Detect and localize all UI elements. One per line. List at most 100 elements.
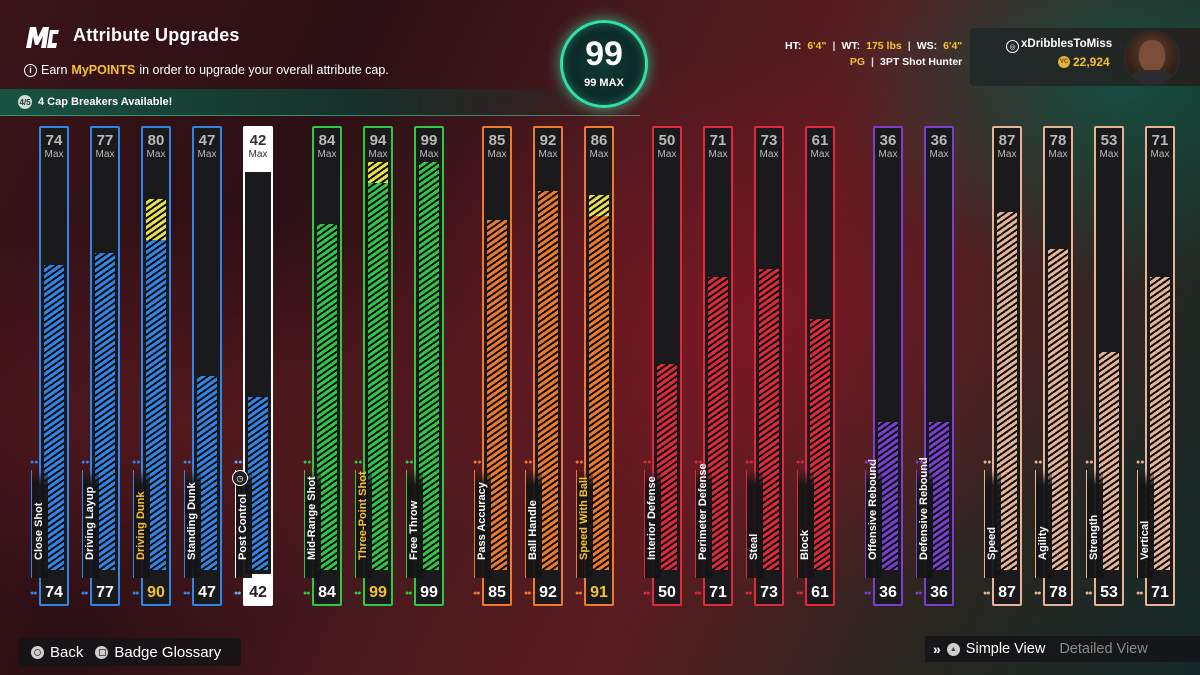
badge-glossary-button[interactable]: Badge Glossary	[95, 644, 221, 661]
attribute-name: Close Shot	[33, 502, 45, 560]
info-subtitle: i Earn MyPOINTS in order to upgrade your…	[24, 63, 389, 77]
attribute-name: Strength	[1088, 514, 1100, 560]
attribute-max-label: Max	[929, 149, 949, 160]
attribute-fill	[878, 421, 898, 570]
attribute-current-value: 36	[879, 584, 897, 601]
indicator-dots-icon: ●●	[354, 459, 363, 466]
triangle-button-icon: ▲	[946, 642, 960, 656]
attribute-bar-agility[interactable]: 78 Max Agility 78 ●● ●●	[1034, 126, 1073, 606]
attribute-fill	[487, 219, 507, 570]
attribute-bar-interior-defense[interactable]: 50 Max Interior Defense 50 ●● ●●	[643, 126, 682, 606]
attribute-tube	[1043, 126, 1073, 606]
attribute-bar-free-throw[interactable]: 99 Max Free Throw 99 ●● ●●	[405, 126, 444, 606]
attribute-current-value: 85	[488, 584, 506, 601]
attribute-name: Block	[799, 530, 811, 560]
indicator-dots-icon: ●●	[405, 590, 413, 597]
attribute-bar-driving-dunk[interactable]: 80 Max Driving Dunk 90 ●● ●●	[132, 126, 171, 606]
attribute-bar-vertical[interactable]: 71 Max Vertical 71 ●● ●●	[1136, 126, 1175, 606]
attribute-current-value: 73	[760, 584, 778, 601]
indicator-dots-icon: ●●	[405, 459, 414, 466]
attribute-bar-defensive-rebound[interactable]: 36 Max Defensive Rebound 36 ●● ●●	[915, 126, 954, 606]
weight-label: WT:	[841, 40, 861, 52]
attribute-current-value: 90	[147, 584, 165, 601]
attribute-bar-standing-dunk[interactable]: 47 Max Standing Dunk 47 ●● ●●	[183, 126, 222, 606]
attribute-bar-speed[interactable]: 87 Max Speed 87 ●● ●●	[983, 126, 1022, 606]
attribute-fill	[708, 277, 728, 570]
attribute-max-value: 36	[879, 132, 897, 149]
attribute-current-value: 47	[198, 584, 216, 601]
attribute-fill	[419, 162, 439, 570]
attribute-fill	[197, 376, 217, 570]
attribute-bar-post-control[interactable]: 42 Max Post Control 42 ●● ●● ◷	[232, 126, 273, 606]
circle-button-icon	[31, 645, 44, 659]
attribute-bar-perimeter-defense[interactable]: 71 Max Perimeter Defense 71 ●● ●●	[694, 126, 733, 606]
indicator-dots-icon: ●●	[643, 459, 652, 466]
attribute-name: Driving Dunk	[135, 491, 147, 560]
attribute-label-box	[916, 470, 933, 578]
attribute-fill	[95, 252, 115, 570]
attribute-label-box	[797, 470, 814, 578]
attribute-current-value: 77	[96, 584, 114, 601]
attribute-bar-steal[interactable]: 73 Max Steal 73 ●● ●●	[745, 126, 784, 606]
attribute-fill	[538, 190, 558, 570]
badge-glossary-label: Badge Glossary	[114, 643, 222, 661]
attribute-label-box	[865, 470, 882, 578]
attribute-bar-three-point-shot[interactable]: 94 Max Three-Point Shot 99 ●● ●●	[354, 126, 393, 606]
attribute-label-box	[576, 470, 593, 578]
attribute-current-value: 99	[369, 584, 387, 601]
attribute-max-value: 86	[590, 132, 608, 149]
wingspan-value: 6'4"	[943, 40, 963, 52]
attribute-bar-pass-accuracy[interactable]: 85 Max Pass Accuracy 85 ●● ●●	[473, 126, 512, 606]
attribute-max-value: 42	[249, 132, 267, 149]
indicator-dots-icon: ●●	[303, 459, 312, 466]
attribute-max-value: 94	[369, 132, 387, 149]
indicator-dots-icon: ●●	[796, 459, 805, 466]
indicator-dots-icon: ●●	[864, 590, 872, 597]
attribute-max-label: Max	[419, 149, 439, 160]
indicator-dots-icon: ●●	[694, 590, 702, 597]
attribute-bar-speed-with-ball[interactable]: 86 Max Speed With Ball 91 ●● ●●	[575, 126, 614, 606]
subtitle-suffix: in order to upgrade your overall attribu…	[139, 63, 389, 77]
height-value: 6'4"	[807, 40, 827, 52]
double-chevron-icon: »	[933, 641, 941, 657]
mypoints-highlight: MyPOINTS	[71, 63, 136, 77]
attribute-max-value: 99	[420, 132, 438, 149]
attribute-max-value: 50	[658, 132, 676, 149]
attribute-max-value: 78	[1049, 132, 1067, 149]
attribute-bar-offensive-rebound[interactable]: 36 Max Offensive Rebound 36 ●● ●●	[864, 126, 903, 606]
attribute-label-box	[304, 470, 321, 578]
detailed-view-option[interactable]: Detailed View	[1059, 641, 1148, 657]
attribute-max-value: 85	[488, 132, 506, 149]
attribute-name: Agility	[1037, 526, 1049, 560]
indicator-dots-icon: ●●	[354, 590, 362, 597]
avatar-body	[1130, 70, 1174, 84]
attribute-label-box	[474, 470, 491, 578]
page-title: Attribute Upgrades	[73, 25, 240, 45]
attribute-bar-strength[interactable]: 53 Max Strength 53 ●● ●●	[1085, 126, 1124, 606]
attribute-max-label: Max	[538, 149, 558, 160]
attribute-name: Speed	[986, 526, 998, 560]
attribute-max-label: Max	[368, 149, 388, 160]
attribute-bar-block[interactable]: 61 Max Block 61 ●● ●●	[796, 126, 835, 606]
weight-value: 175 lbs	[866, 40, 902, 52]
attribute-name: Interior Defense	[646, 476, 658, 560]
simple-view-option[interactable]: Simple View	[965, 641, 1046, 657]
indicator-dots-icon: ●●	[983, 590, 991, 597]
attribute-name: Vertical	[1139, 520, 1151, 560]
attribute-bar-close-shot[interactable]: 74 Max Close Shot 74 ●● ●●	[30, 126, 69, 606]
attribute-max-label: Max	[997, 149, 1017, 160]
attribute-current-value: 92	[539, 584, 557, 601]
attribute-boost-fill	[368, 162, 388, 183]
back-button[interactable]: Back	[31, 644, 83, 661]
attribute-tube	[312, 126, 342, 606]
indicator-dots-icon: ●●	[694, 459, 703, 466]
cap-breakers-banner: 4/5 4 Cap Breakers Available!	[0, 89, 640, 116]
attribute-fill	[929, 421, 949, 570]
attribute-bar-ball-handle[interactable]: 92 Max Ball Handle 92 ●● ●●	[524, 126, 563, 606]
attribute-current-value: 99	[420, 584, 438, 601]
attribute-current-value: 50	[658, 584, 676, 601]
attribute-bar-mid-range-shot[interactable]: 84 Max Mid-Range Shot 84 ●● ●●	[303, 126, 342, 606]
attribute-bar-driving-layup[interactable]: 77 Max Driving Layup 77 ●● ●●	[81, 126, 120, 606]
indicator-dots-icon: ●●	[183, 590, 191, 597]
attribute-tube	[873, 126, 903, 606]
